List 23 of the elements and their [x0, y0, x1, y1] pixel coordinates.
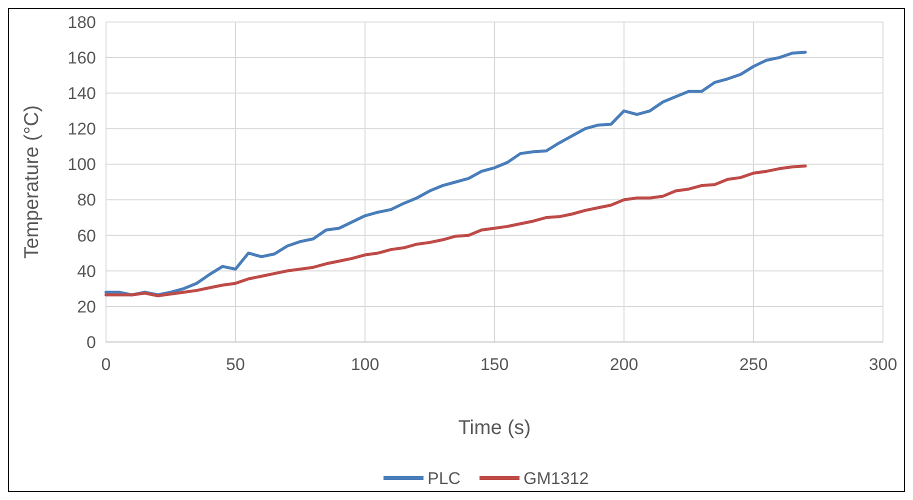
y-tick-label: 140 [68, 84, 96, 104]
y-tick-label: 60 [77, 226, 96, 246]
y-tick-label: 120 [68, 120, 96, 139]
x-axis-title: Time (s) [458, 417, 531, 439]
x-tick-label: 250 [739, 355, 768, 374]
legend-label: GM1312 [524, 469, 589, 488]
y-tick-label: 40 [77, 262, 96, 281]
x-tick-label: 200 [610, 355, 638, 374]
y-tick-label: 100 [68, 155, 96, 174]
y-tick-label: 180 [68, 12, 96, 32]
x-tick-label: 150 [480, 355, 509, 374]
y-tick-label: 80 [77, 190, 96, 210]
legend-label: PLC [428, 469, 461, 488]
y-tick-label: 0 [86, 332, 96, 352]
x-tick-label: 100 [350, 355, 380, 374]
line-series [104, 164, 807, 298]
x-tick-label: 0 [101, 355, 111, 374]
y-tick-label: 160 [68, 48, 96, 68]
line-series [104, 50, 807, 296]
x-tick-label: 50 [226, 355, 245, 374]
y-axis-title: Temperature (°C) [21, 105, 43, 259]
y-tick-label: 20 [77, 297, 96, 316]
x-tick-label: 300 [868, 355, 898, 374]
